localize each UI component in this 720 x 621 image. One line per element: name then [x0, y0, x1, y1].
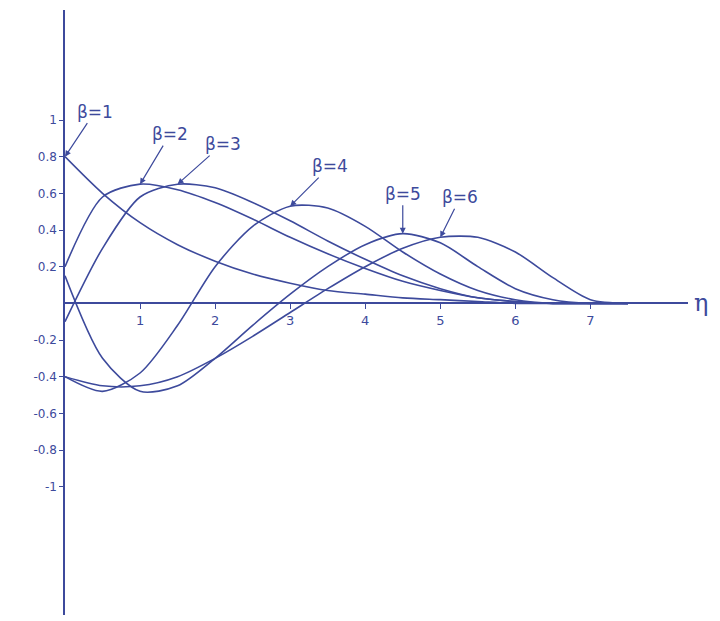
svg-text:β=4: β=4 [312, 156, 348, 176]
svg-text:5: 5 [436, 313, 444, 328]
svg-text:η: η [694, 289, 708, 317]
svg-text:3: 3 [286, 313, 294, 328]
svg-text:7: 7 [586, 313, 594, 328]
svg-text:0.2: 0.2 [38, 260, 57, 274]
svg-text:6: 6 [511, 313, 519, 328]
svg-text:β=5: β=5 [385, 184, 421, 204]
svg-text:0.8: 0.8 [38, 150, 57, 164]
svg-text:β=2: β=2 [152, 124, 188, 144]
svg-text:4: 4 [361, 313, 369, 328]
svg-text:-0.4: -0.4 [33, 370, 56, 384]
svg-text:1: 1 [136, 313, 144, 328]
svg-text:1: 1 [49, 113, 57, 127]
svg-text:-0.6: -0.6 [33, 407, 56, 421]
svg-text:0.6: 0.6 [38, 187, 57, 201]
svg-text:-0.2: -0.2 [33, 333, 56, 347]
svg-text:0.4: 0.4 [38, 223, 57, 237]
svg-text:2: 2 [211, 313, 219, 328]
svg-text:β=6: β=6 [442, 187, 478, 207]
svg-text:β=3: β=3 [205, 134, 241, 154]
svg-text:β=1: β=1 [77, 102, 113, 122]
svg-text:-0.8: -0.8 [33, 443, 56, 457]
svg-text:-1: -1 [45, 480, 57, 494]
